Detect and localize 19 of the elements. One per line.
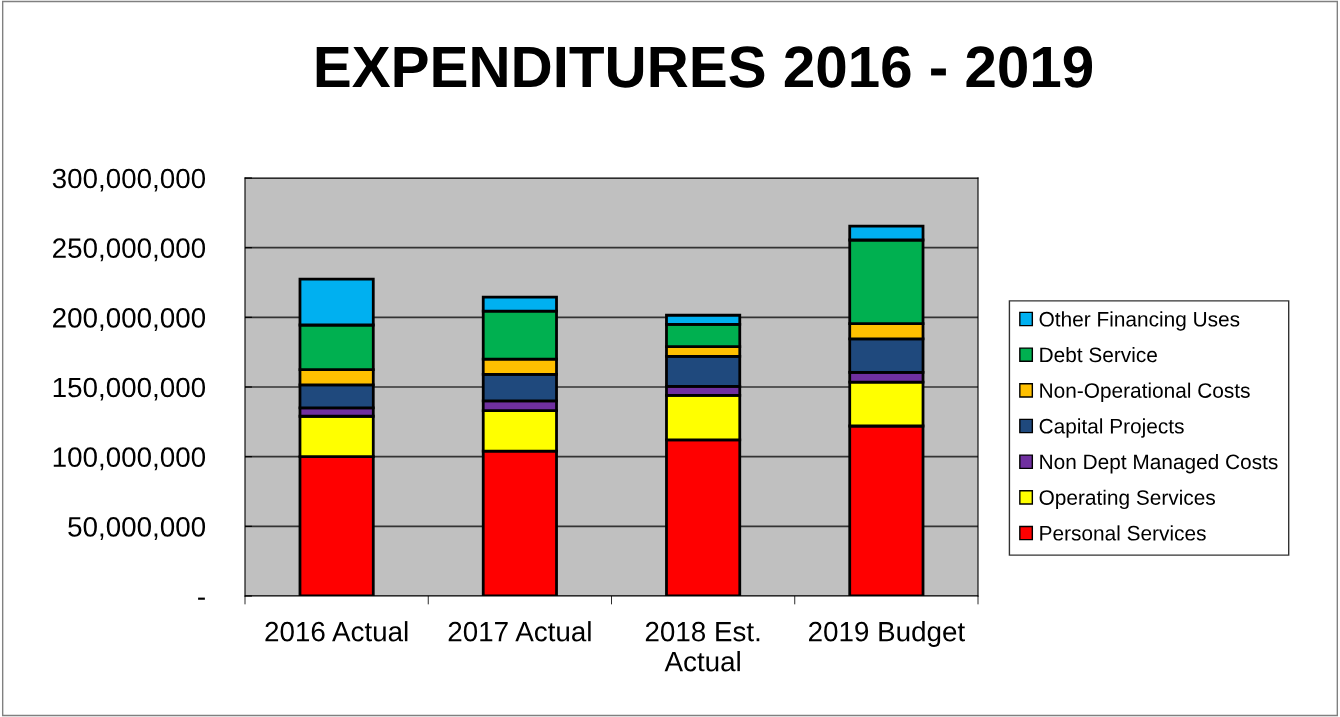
legend-label: Personal Services (1040, 525, 1206, 541)
legend-label: Capital Projects (1039, 418, 1184, 438)
chart-title: EXPENDITURES 2016 - 2019 (316, 46, 1093, 88)
x-tick-label: 2016 Actual (265, 621, 408, 642)
y-tick-label: 300,000,000 (52, 168, 206, 192)
legend-label: Non Dept Managed Costs (1040, 453, 1278, 474)
y-tick-label: 200,000,000 (53, 308, 206, 331)
x-tick-label: 2019 Budget (809, 621, 965, 647)
legend-label: Operating Services (1039, 489, 1215, 510)
x-tick-label: 2017 Actual (448, 621, 591, 642)
y-tick-label: 150,000,000 (53, 377, 206, 401)
legend-label: Non-Operational Costs (1040, 382, 1250, 403)
y-tick-label: 250,000,000 (53, 238, 206, 262)
x-tick-label: 2018 Est. Actual (645, 621, 760, 672)
legend-label: Other Financing Uses (1039, 311, 1240, 331)
y-tick-label: 50,000,000 (68, 517, 206, 540)
y-tick-label: - (198, 597, 205, 600)
legend-label: Debt Service (1040, 346, 1157, 363)
y-tick-label: 100,000,000 (53, 447, 206, 471)
